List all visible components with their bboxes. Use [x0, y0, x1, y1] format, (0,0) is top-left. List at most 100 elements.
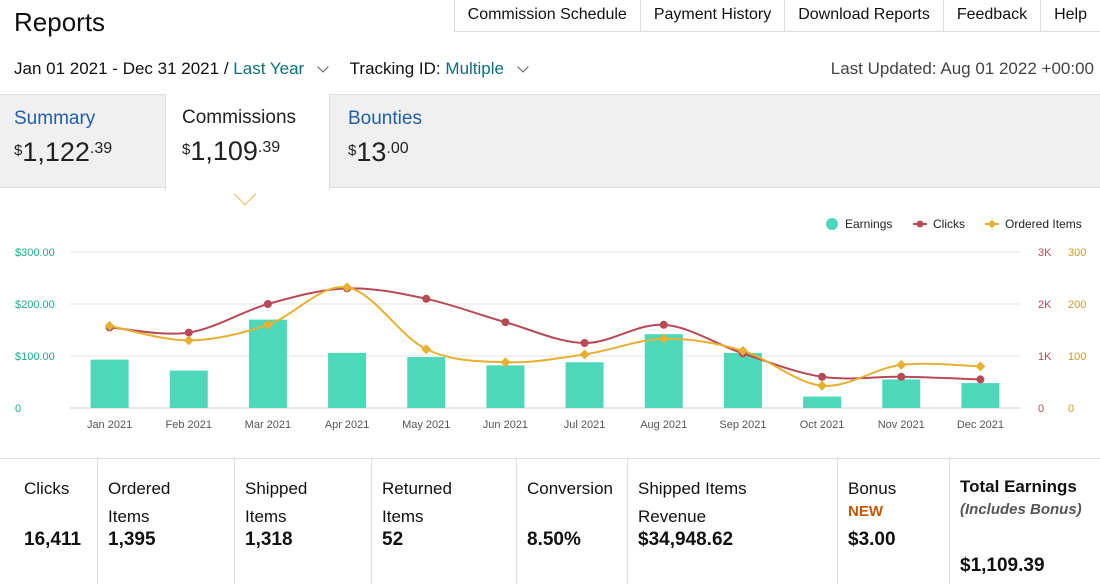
stat-clicks: Clicks 16,411 — [0, 459, 98, 584]
point-ordered-items — [975, 361, 986, 372]
point-clicks — [263, 300, 272, 308]
y-left-tick-label: $100.00 — [15, 351, 55, 363]
legend-label: Ordered Items — [1005, 217, 1082, 231]
stat-value: 1,395 — [108, 529, 156, 550]
stat-value: 1,318 — [245, 529, 293, 550]
point-clicks — [897, 372, 906, 381]
chart-svg: $300.00 $200.00 $100.00 0 3K 2K 1K 0 300 200 100 0 J… — [15, 217, 1086, 431]
x-tick-label: Apr 2021 — [325, 419, 370, 431]
legend-marker — [916, 220, 924, 228]
nav-feedback[interactable]: Feedback — [942, 0, 1040, 31]
x-tick-label: Dec 2021 — [957, 419, 1004, 431]
point-ordered-items — [817, 380, 828, 391]
y-left-tick-label: 0 — [15, 403, 21, 415]
bar-earnings — [90, 359, 129, 408]
point-ordered-items — [342, 282, 353, 293]
stat-label: Returned Items — [382, 479, 452, 526]
stat-sublabel: (Includes Bonus) — [960, 501, 1082, 518]
new-badge: NEW — [848, 503, 883, 520]
stat-ordered-items: Ordered Items 1,395 — [98, 459, 235, 584]
bar-earnings — [803, 396, 842, 408]
tab-label: Commissions — [182, 107, 297, 128]
x-tick-label: Mar 2021 — [245, 419, 291, 431]
point-ordered-items — [658, 333, 669, 344]
bar-earnings — [407, 357, 446, 408]
chevron-down-icon[interactable] — [317, 61, 329, 73]
report-tabs: Summary $1,122.39 Commissions $1,109.39 … — [0, 94, 1100, 190]
filter-row: Jan 01 2021 - Dec 31 2021 / Last Year Tr… — [14, 59, 1094, 79]
stat-value: 52 — [382, 529, 404, 550]
point-ordered-items — [500, 357, 511, 368]
legend-marker — [987, 219, 997, 229]
bar-earnings — [644, 334, 683, 408]
tab-commissions[interactable]: Commissions $1,109.39 — [165, 94, 330, 190]
bar-earnings — [882, 379, 921, 408]
tab-bounties[interactable]: Bounties $13.00 — [348, 95, 488, 189]
nav-commission-schedule[interactable]: Commission Schedule — [453, 0, 640, 31]
tracking-id-dropdown[interactable]: Multiple — [445, 59, 504, 78]
tab-label: Summary — [14, 108, 96, 129]
legend-marker — [826, 218, 838, 230]
stat-label: Shipped Items — [245, 479, 308, 526]
legend-label: Earnings — [845, 217, 892, 231]
bar-earnings — [248, 319, 287, 408]
page-title: Reports — [14, 7, 106, 37]
stat-label: Clicks — [24, 479, 70, 498]
stat-value: 16,411 — [24, 529, 82, 550]
chevron-down-icon[interactable] — [517, 61, 529, 73]
bar-earnings — [169, 370, 208, 408]
stat-conversion: Conversion 8.50% — [517, 459, 628, 584]
point-ordered-items — [183, 335, 194, 346]
bar-earnings — [565, 362, 604, 408]
stat-bonus: Bonus NEW $3.00 — [838, 459, 950, 584]
bar-earnings — [961, 383, 1000, 408]
bar-earnings — [486, 365, 525, 408]
x-tick-label: Jun 2021 — [483, 419, 528, 431]
line-ordered-items — [109, 286, 981, 387]
point-clicks — [580, 339, 589, 347]
stat-shipped-items: Shipped Items 1,318 — [235, 459, 372, 584]
stat-label: Total Earnings — [960, 477, 1077, 496]
bar-earnings — [328, 352, 367, 408]
tab-label: Bounties — [348, 108, 422, 129]
point-ordered-items — [421, 344, 432, 355]
point-clicks — [501, 318, 510, 327]
stat-value: $34,948.62 — [638, 529, 734, 550]
y-left-tick-label: $300.00 — [15, 247, 55, 259]
legend-label: Clicks — [933, 217, 965, 231]
stat-label: Bonus — [848, 479, 897, 498]
stats-bar: Clicks 16,411 Ordered Items 1,395 Shippe… — [0, 458, 1100, 584]
tab-summary[interactable]: Summary $1,122.39 — [14, 95, 154, 189]
point-clicks — [659, 320, 668, 329]
stat-shipped-revenue: Shipped Items Revenue $34,948.62 — [628, 459, 838, 584]
point-clicks — [422, 294, 431, 303]
tab-amount: $13.00 — [348, 137, 409, 167]
x-tick-label: Aug 2021 — [640, 419, 687, 431]
nav-help[interactable]: Help — [1040, 0, 1100, 31]
point-clicks — [184, 328, 193, 337]
date-range: Jan 01 2021 - Dec 31 2021 / — [14, 59, 229, 78]
last-updated: Last Updated: Aug 01 2022 +00:00 — [830, 59, 1094, 78]
x-tick-label: Sep 2021 — [719, 419, 766, 431]
y-right-clicks-tick-label: 2K — [1038, 299, 1052, 311]
stat-value: 8.50% — [527, 529, 581, 550]
stat-label: Ordered Items — [108, 479, 171, 526]
y-right-ordered-tick-label: 200 — [1068, 299, 1086, 311]
x-tick-label: Oct 2021 — [800, 419, 845, 431]
point-clicks — [818, 372, 827, 381]
tab-amount: $1,109.39 — [182, 136, 281, 166]
period-dropdown[interactable]: Last Year — [233, 59, 305, 78]
x-tick-label: Nov 2021 — [878, 419, 925, 431]
nav-payment-history[interactable]: Payment History — [639, 0, 784, 31]
nav-download-reports[interactable]: Download Reports — [784, 0, 943, 31]
tab-amount: $1,122.39 — [14, 137, 113, 167]
stat-returned-items: Returned Items 52 — [372, 459, 517, 584]
x-tick-label: Jan 2021 — [87, 419, 132, 431]
x-tick-label: May 2021 — [402, 419, 450, 431]
stat-label: Conversion — [527, 479, 613, 498]
top-nav: Commission Schedule Payment History Down… — [453, 0, 1100, 32]
y-right-ordered-tick-label: 300 — [1068, 247, 1086, 259]
point-ordered-items — [262, 319, 273, 330]
point-ordered-items — [579, 349, 590, 360]
stat-value: $3.00 — [848, 529, 896, 550]
